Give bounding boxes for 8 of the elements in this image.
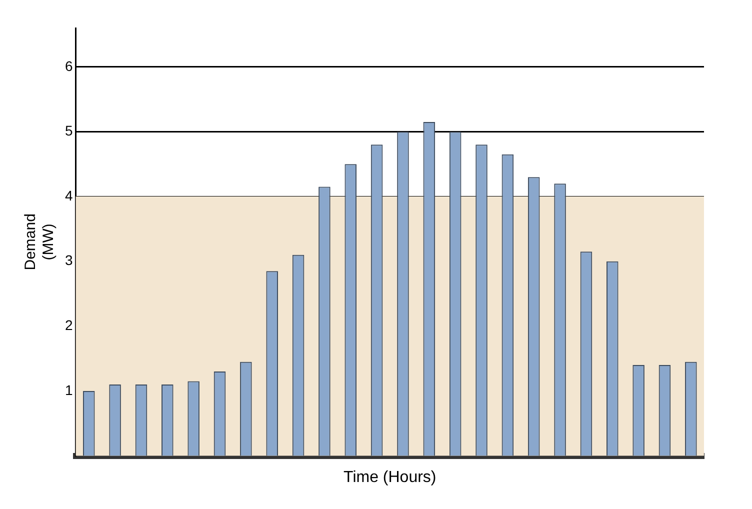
y-tick-label: 4 xyxy=(64,187,73,204)
y-tick-label: 2 xyxy=(64,317,73,334)
y-tick-label: 1 xyxy=(64,382,73,398)
x-axis-title: Time (Hours) xyxy=(344,468,436,486)
y-axis-title: Demand (MW) xyxy=(22,214,58,270)
y-tick-label: 3 xyxy=(64,252,73,268)
y-tick-label: 5 xyxy=(64,122,73,139)
y-tick-label: 6 xyxy=(64,58,73,74)
